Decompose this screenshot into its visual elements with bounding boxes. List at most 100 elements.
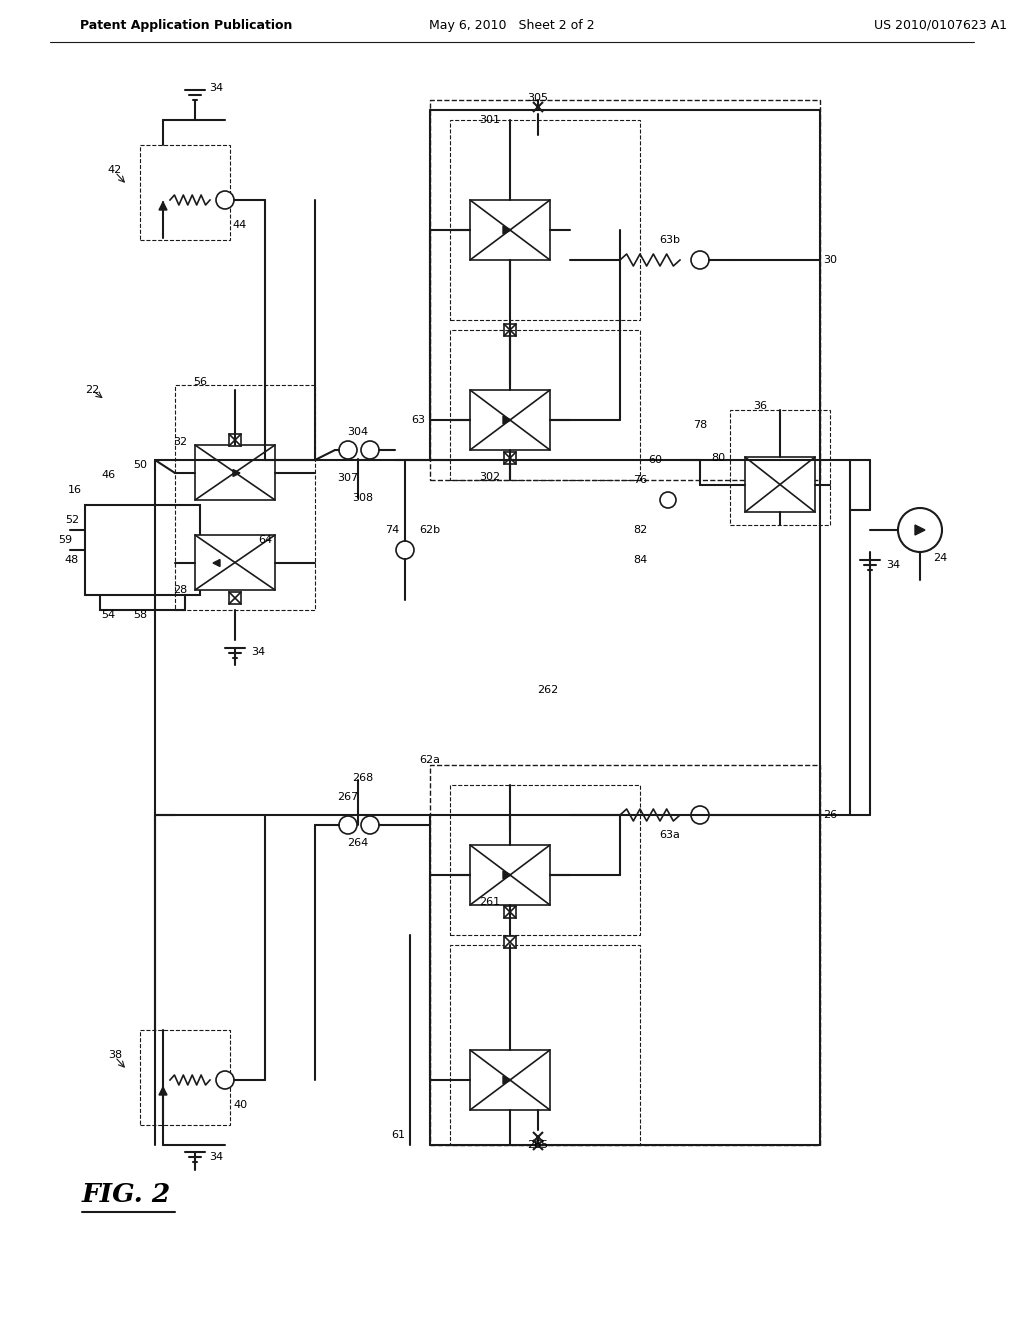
- Bar: [229, 591, 241, 605]
- Polygon shape: [503, 226, 511, 234]
- Text: 34: 34: [209, 83, 223, 92]
- Polygon shape: [159, 1086, 167, 1096]
- Text: 63: 63: [411, 414, 425, 425]
- Bar: [140, 145, 230, 240]
- Bar: [745, 457, 815, 512]
- Text: May 6, 2010   Sheet 2 of 2: May 6, 2010 Sheet 2 of 2: [429, 18, 595, 32]
- Text: 307: 307: [338, 473, 358, 483]
- Bar: [450, 330, 640, 480]
- Text: 63a: 63a: [659, 830, 680, 840]
- Text: 80: 80: [711, 453, 725, 463]
- Text: 63b: 63b: [659, 235, 681, 246]
- Bar: [140, 1030, 230, 1125]
- Text: 84: 84: [633, 554, 647, 565]
- Text: 16: 16: [68, 484, 82, 495]
- Text: 268: 268: [352, 774, 374, 783]
- Text: 34: 34: [886, 560, 900, 570]
- Bar: [100, 510, 185, 560]
- Text: 304: 304: [347, 426, 369, 437]
- Text: 60: 60: [648, 455, 662, 465]
- Bar: [195, 535, 275, 590]
- Text: 34: 34: [251, 647, 265, 657]
- Bar: [195, 445, 275, 500]
- Bar: [85, 506, 200, 595]
- Bar: [450, 785, 640, 935]
- Text: 305: 305: [527, 92, 549, 103]
- Text: 261: 261: [479, 898, 501, 907]
- Text: 46: 46: [101, 470, 115, 480]
- Circle shape: [691, 251, 709, 269]
- Text: 34: 34: [209, 1152, 223, 1162]
- Bar: [470, 201, 550, 260]
- Text: 28: 28: [173, 585, 187, 595]
- Polygon shape: [159, 202, 167, 210]
- Text: 302: 302: [479, 473, 501, 482]
- Text: 24: 24: [933, 553, 947, 564]
- Bar: [175, 385, 315, 610]
- Polygon shape: [503, 1076, 511, 1084]
- Bar: [504, 906, 516, 917]
- Bar: [504, 323, 516, 337]
- Bar: [470, 1049, 550, 1110]
- Circle shape: [339, 441, 357, 459]
- Text: 48: 48: [65, 554, 79, 565]
- Circle shape: [691, 807, 709, 824]
- Text: 42: 42: [108, 165, 122, 176]
- Circle shape: [396, 541, 414, 558]
- Polygon shape: [233, 470, 240, 477]
- Text: 26: 26: [823, 810, 837, 820]
- Bar: [100, 560, 185, 610]
- Text: 44: 44: [232, 220, 247, 230]
- Polygon shape: [915, 525, 925, 535]
- Text: 58: 58: [133, 610, 147, 620]
- Text: 82: 82: [633, 525, 647, 535]
- Text: 22: 22: [85, 385, 99, 395]
- Bar: [430, 100, 820, 480]
- Circle shape: [216, 191, 234, 209]
- Text: 32: 32: [173, 437, 187, 447]
- Text: 40: 40: [232, 1100, 247, 1110]
- Circle shape: [216, 1071, 234, 1089]
- Text: 50: 50: [133, 459, 147, 470]
- Text: 64: 64: [258, 535, 272, 545]
- Text: 56: 56: [193, 378, 207, 387]
- Circle shape: [361, 816, 379, 834]
- Polygon shape: [213, 560, 220, 566]
- Text: 54: 54: [101, 610, 115, 620]
- Text: 62b: 62b: [420, 525, 440, 535]
- Circle shape: [339, 816, 357, 834]
- Circle shape: [898, 508, 942, 552]
- Bar: [504, 451, 516, 465]
- Bar: [730, 411, 830, 525]
- Polygon shape: [503, 871, 511, 879]
- Text: Patent Application Publication: Patent Application Publication: [80, 18, 293, 32]
- Bar: [470, 845, 550, 906]
- Bar: [229, 434, 241, 446]
- Polygon shape: [503, 416, 511, 424]
- Text: 36: 36: [753, 401, 767, 411]
- Bar: [430, 766, 820, 1144]
- Text: 30: 30: [823, 255, 837, 265]
- Text: FIG. 2: FIG. 2: [82, 1183, 171, 1208]
- Text: 74: 74: [385, 525, 399, 535]
- Text: 267: 267: [337, 792, 358, 803]
- Text: 59: 59: [58, 535, 72, 545]
- Bar: [450, 945, 640, 1144]
- Text: 308: 308: [352, 492, 374, 503]
- Text: 62a: 62a: [420, 755, 440, 766]
- Bar: [450, 120, 640, 319]
- Text: 265: 265: [527, 1140, 549, 1150]
- Bar: [470, 389, 550, 450]
- Text: 262: 262: [538, 685, 559, 696]
- Text: 76: 76: [633, 475, 647, 484]
- Text: 301: 301: [479, 115, 501, 125]
- Text: US 2010/0107623 A1: US 2010/0107623 A1: [873, 18, 1007, 32]
- Text: 38: 38: [108, 1049, 122, 1060]
- Text: 78: 78: [693, 420, 708, 430]
- Text: 264: 264: [347, 838, 369, 847]
- Text: 61: 61: [391, 1130, 406, 1140]
- Circle shape: [660, 492, 676, 508]
- Circle shape: [361, 441, 379, 459]
- Text: 52: 52: [65, 515, 79, 525]
- Bar: [504, 936, 516, 948]
